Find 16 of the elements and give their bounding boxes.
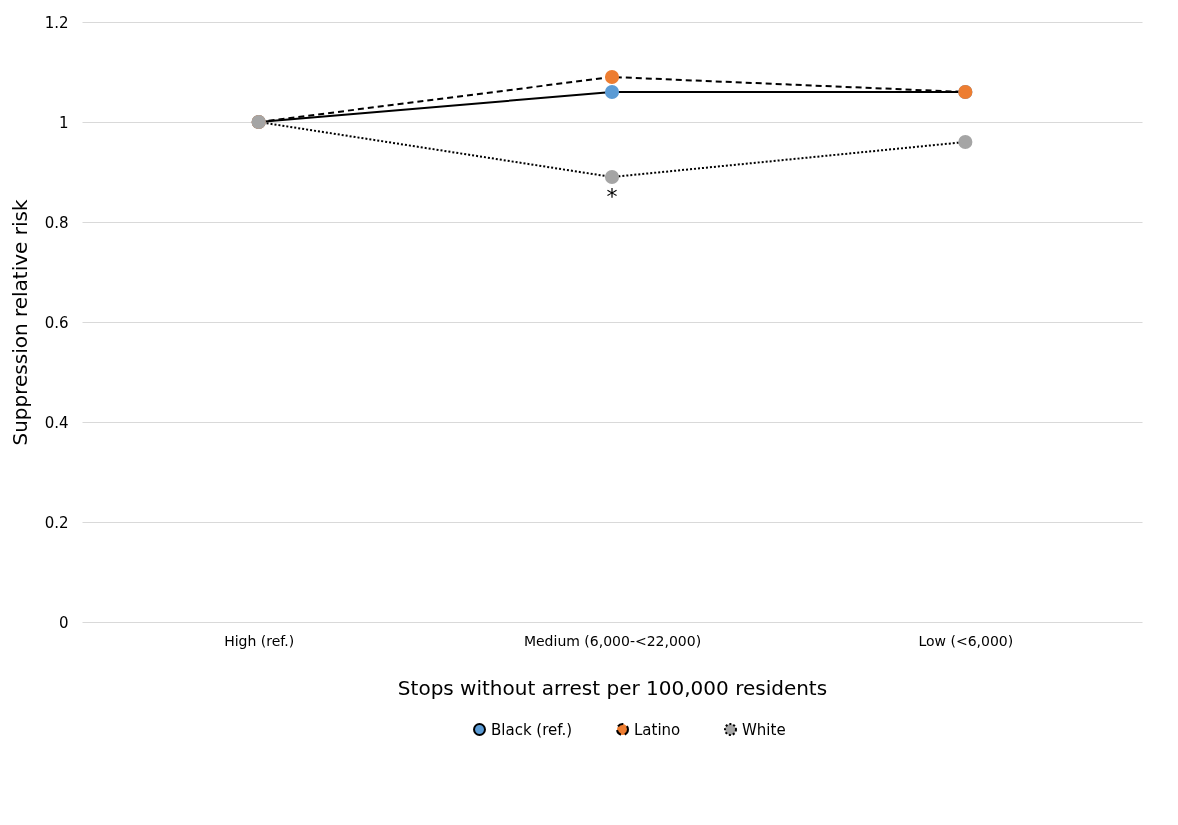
- y-axis-title: Suppression relative risk: [7, 199, 32, 446]
- x-tick-label: High (ref.): [224, 632, 295, 649]
- y-tick-label: 0.6: [44, 313, 69, 332]
- legend-label: White: [742, 720, 786, 739]
- y-tick-label: 0.4: [44, 413, 69, 432]
- y-tick-label: 0: [58, 613, 69, 632]
- y-tick-label: 0.2: [44, 513, 69, 532]
- x-tick-label: Medium (6,000-<22,000): [523, 632, 702, 649]
- annotation: *: [606, 184, 618, 209]
- y-tick-label: 1: [58, 113, 69, 132]
- legend-label: Latino: [634, 720, 681, 739]
- x-axis-title: Stops without arrest per 100,000 residents: [397, 675, 828, 700]
- y-tick-label: 1.2: [44, 13, 69, 32]
- y-tick-label: 0.8: [44, 213, 69, 232]
- legend-label: Black (ref.): [491, 720, 573, 739]
- x-tick-label: Low (<6,000): [918, 632, 1014, 649]
